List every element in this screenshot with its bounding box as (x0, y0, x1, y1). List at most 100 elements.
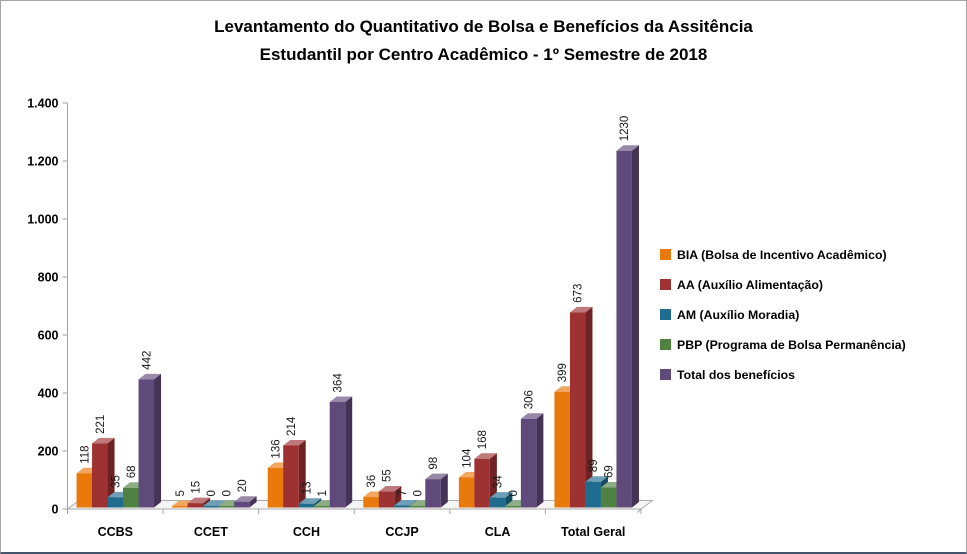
bar-value-label: 20 (237, 479, 249, 492)
bar-face (474, 453, 497, 459)
bar-value-label: 0 (413, 490, 425, 496)
bar-face (600, 487, 617, 508)
x-axis-category-label: CCH (293, 525, 320, 539)
bar-face (394, 499, 417, 506)
bar-total-cla (520, 413, 544, 508)
bar-face (378, 486, 402, 492)
bar-value-label: 13 (301, 481, 313, 494)
bar-face (234, 496, 257, 502)
bar-aa-ccet (187, 497, 211, 508)
x-axis-category-label: CCET (194, 525, 228, 539)
bar-value-label: 399 (557, 363, 569, 382)
bar-face (76, 473, 93, 508)
x-axis-category-label: Total Geral (561, 525, 625, 539)
legend-swatch-icon (660, 279, 671, 290)
bar-face (363, 497, 379, 508)
bar-face (172, 506, 188, 508)
bar-total-ccbs (138, 373, 162, 508)
bar-value-label: 55 (382, 469, 394, 482)
bar-value-label: 104 (462, 448, 474, 468)
bar-am-cla (489, 492, 513, 508)
x-axis-category-label: CLA (485, 525, 511, 539)
y-axis-tick-label: 800 (38, 271, 59, 285)
bar-face (92, 443, 108, 508)
bar-face (425, 473, 448, 480)
chart-title-line1: Levantamento do Quantitativo de Bolsa e … (214, 17, 753, 36)
legend-item-total: Total dos benefícios (660, 367, 906, 382)
bar-face (314, 506, 330, 508)
bar-face (283, 439, 306, 446)
bar-face (554, 391, 570, 508)
bar-face (234, 501, 250, 508)
bar-value-label: 673 (573, 284, 585, 303)
chart-legend: BIA (Bolsa de Incentivo Acadêmico) AA (Au… (660, 247, 906, 382)
bar-face (345, 396, 353, 508)
bar-face (458, 477, 475, 508)
bar-face (138, 379, 155, 508)
bar-face (536, 413, 544, 508)
bar-face (425, 479, 441, 508)
bar-value-label: 0 (221, 490, 233, 496)
bar-aa-cch (283, 439, 306, 508)
bar-total-cch (329, 396, 353, 508)
legend-item-am: AM (Auxílio Moradia) (660, 307, 906, 322)
bar-value-label: 1230 (619, 116, 631, 142)
bar-value-label: 5 (175, 490, 187, 496)
bar-face (107, 437, 115, 508)
bar-value-label: 221 (95, 415, 107, 434)
bar-face (138, 373, 162, 380)
bar-face (283, 445, 299, 508)
legend-label: AA (Auxílio Alimentação) (677, 277, 823, 292)
bar-face (569, 312, 586, 508)
bar-face (298, 503, 315, 508)
legend-label: PBP (Programa de Bolsa Permanência) (677, 337, 906, 352)
bar-value-label: 98 (428, 457, 440, 470)
bar-face (631, 145, 639, 508)
bar-face (520, 418, 537, 508)
bar-face (505, 492, 513, 508)
bar-face (585, 476, 608, 482)
bar-value-label: 168 (477, 430, 489, 449)
bar-value-label: 69 (604, 465, 616, 478)
bar-aa-total (569, 306, 593, 508)
bar-total-ccjp (425, 473, 448, 508)
bar-face (585, 481, 601, 508)
chart-title-line2: Estudantil por Centro Acadêmico - 1º Sem… (259, 45, 708, 64)
bar-value-label: 35 (110, 475, 122, 488)
bar-face (329, 401, 346, 508)
bar-face (187, 503, 204, 508)
bar-face (298, 439, 306, 508)
bar-face (616, 145, 639, 151)
bar-face (489, 497, 506, 508)
bar-face (585, 306, 593, 508)
x-axis-corner-tick (637, 508, 642, 513)
bar-face (616, 150, 632, 508)
y-axis-tick-label: 600 (38, 329, 59, 343)
legend-label: Total dos benefícios (677, 367, 795, 382)
bar-face (154, 373, 162, 508)
bar-face (107, 497, 124, 508)
bar-value-label: 89 (588, 459, 600, 472)
bar-value-label: 36 (366, 475, 378, 488)
bar-face (123, 487, 139, 508)
legend-swatch-icon (660, 339, 671, 350)
legend-label: AM (Auxílio Moradia) (677, 307, 800, 322)
legend-label: BIA (Bolsa de Incentivo Acadêmico) (677, 247, 887, 262)
bar-value-label: 0 (508, 490, 520, 496)
legend-swatch-icon (660, 369, 671, 380)
bar-face (409, 506, 426, 508)
bar-face (92, 437, 115, 444)
bar-total-ccet (234, 496, 257, 508)
bar-value-label: 7 (397, 490, 409, 496)
legend-item-pbp: PBP (Programa de Bolsa Permanência) (660, 337, 906, 352)
bar-face (329, 396, 353, 402)
bar-face (440, 473, 448, 508)
bar-face (203, 500, 226, 506)
legend-swatch-icon (660, 309, 671, 320)
bar-value-label: 214 (286, 416, 298, 436)
bar-aa-ccbs (92, 437, 115, 508)
x-axis-category-label: CCBS (98, 525, 133, 539)
bar-face (378, 491, 395, 508)
